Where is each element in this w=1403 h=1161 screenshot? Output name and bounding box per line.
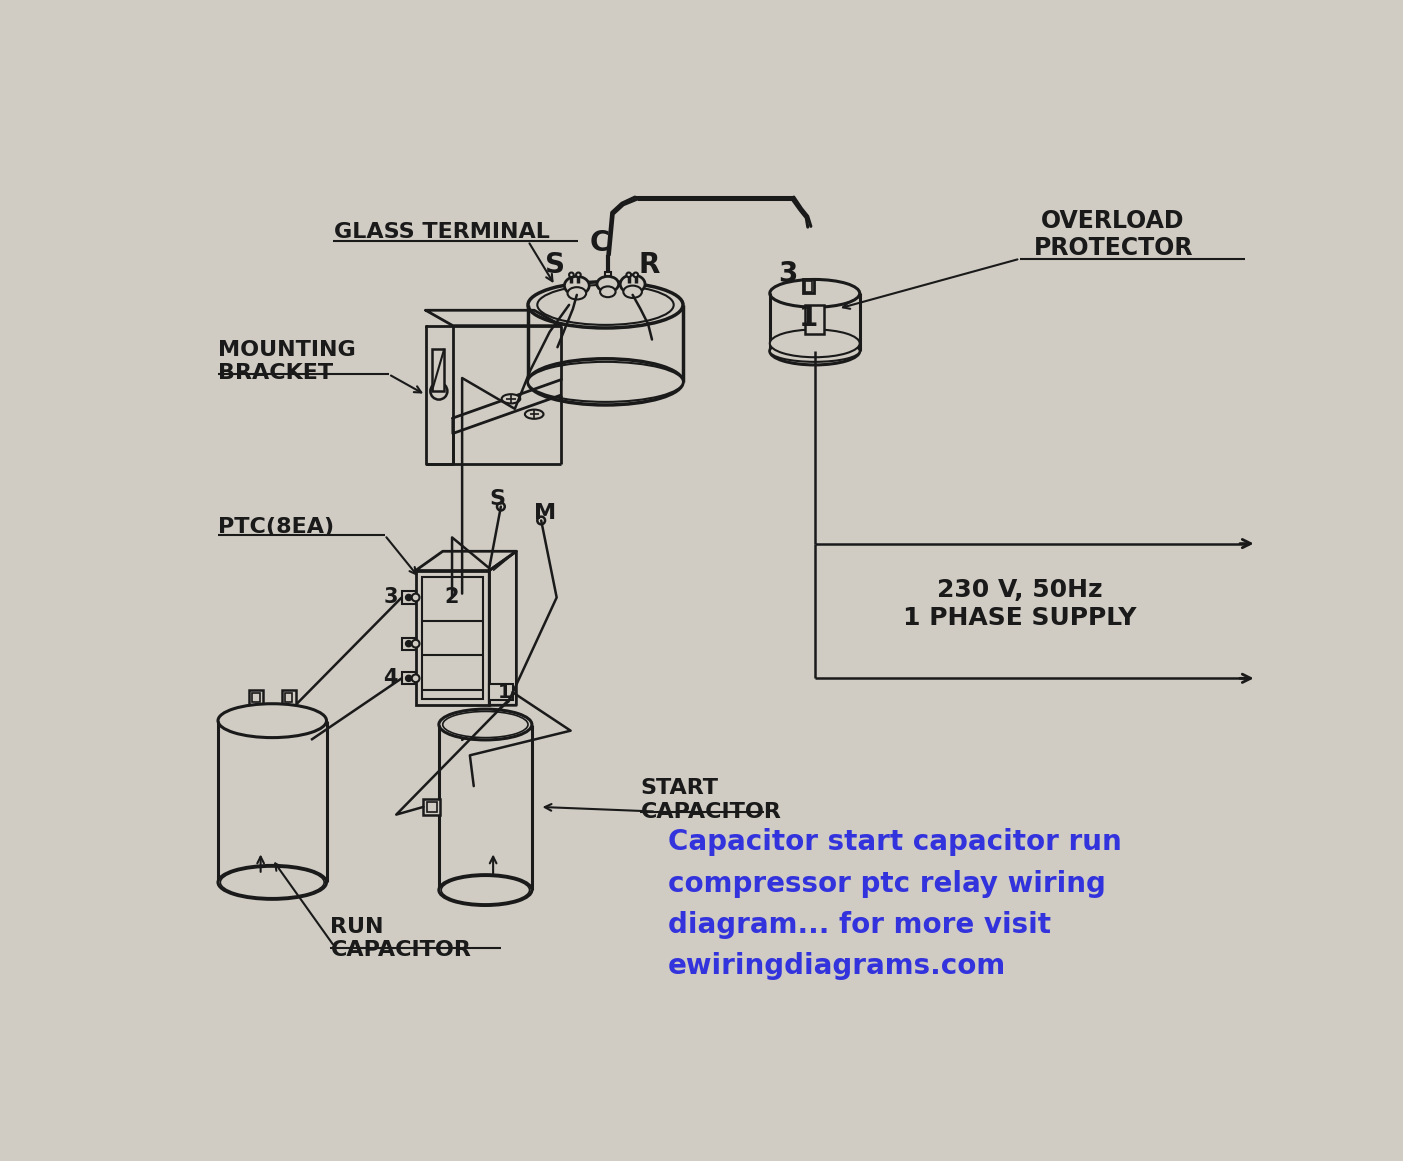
Ellipse shape [220,867,324,897]
Ellipse shape [620,275,645,294]
Bar [490,685,512,700]
Text: 230 V, 50Hz
1 PHASE SUPPLY: 230 V, 50Hz 1 PHASE SUPPLY [904,578,1136,630]
Ellipse shape [528,362,683,402]
Text: 3: 3 [777,260,797,288]
Ellipse shape [443,712,528,737]
Circle shape [411,675,419,683]
Text: M: M [535,503,556,522]
Text: S: S [490,489,505,509]
Bar [253,693,260,702]
Ellipse shape [600,287,616,297]
Bar [422,577,483,699]
Bar [432,348,445,391]
Bar [805,281,812,291]
Ellipse shape [623,286,643,298]
Text: 4: 4 [383,669,398,688]
Circle shape [537,517,544,525]
Text: RUN
CAPACITOR: RUN CAPACITOR [330,917,471,960]
Ellipse shape [537,284,673,325]
Circle shape [405,676,411,682]
Ellipse shape [564,276,589,295]
Ellipse shape [770,330,860,358]
Ellipse shape [441,877,529,904]
Ellipse shape [596,276,619,291]
Ellipse shape [217,865,327,900]
Ellipse shape [770,340,860,362]
Circle shape [405,594,411,600]
Text: OVERLOAD
PROTECTOR: OVERLOAD PROTECTOR [1034,209,1193,260]
Ellipse shape [528,359,683,405]
Circle shape [497,503,505,511]
Circle shape [577,273,581,277]
Bar [803,280,814,294]
Ellipse shape [439,874,532,906]
Text: 3: 3 [383,587,398,607]
Circle shape [411,640,419,648]
Text: START
CAPACITOR: START CAPACITOR [640,778,781,822]
Circle shape [633,273,638,277]
Bar [401,591,415,604]
Text: 1: 1 [498,683,512,701]
Text: GLASS TERMINAL: GLASS TERMINAL [334,223,550,243]
Bar [424,799,441,815]
Ellipse shape [502,395,521,403]
Text: C: C [589,229,610,258]
Bar [401,637,415,650]
Ellipse shape [568,287,586,300]
Text: Capacitor start capacitor run
compressor ptc relay wiring
diagram... for more vi: Capacitor start capacitor run compressor… [668,829,1121,980]
Text: R: R [638,251,661,279]
Circle shape [405,641,411,647]
Bar [282,690,296,705]
Ellipse shape [528,282,683,327]
Ellipse shape [439,709,532,740]
Bar [285,693,292,702]
Bar [401,672,415,685]
Bar [428,802,436,812]
Ellipse shape [525,410,543,419]
Bar [605,272,610,276]
Text: MOUNTING
BRACKET: MOUNTING BRACKET [217,339,356,383]
Bar [248,690,262,705]
Text: 2: 2 [445,587,459,607]
Ellipse shape [770,280,860,308]
Circle shape [431,383,448,399]
Bar [415,570,490,705]
Circle shape [411,593,419,601]
Ellipse shape [770,337,860,365]
Circle shape [626,273,631,277]
Text: PTC(8EA): PTC(8EA) [217,517,334,536]
Text: S: S [546,251,565,279]
Circle shape [570,273,574,277]
Ellipse shape [217,704,327,737]
Text: 1: 1 [798,304,818,332]
Bar [805,305,824,334]
